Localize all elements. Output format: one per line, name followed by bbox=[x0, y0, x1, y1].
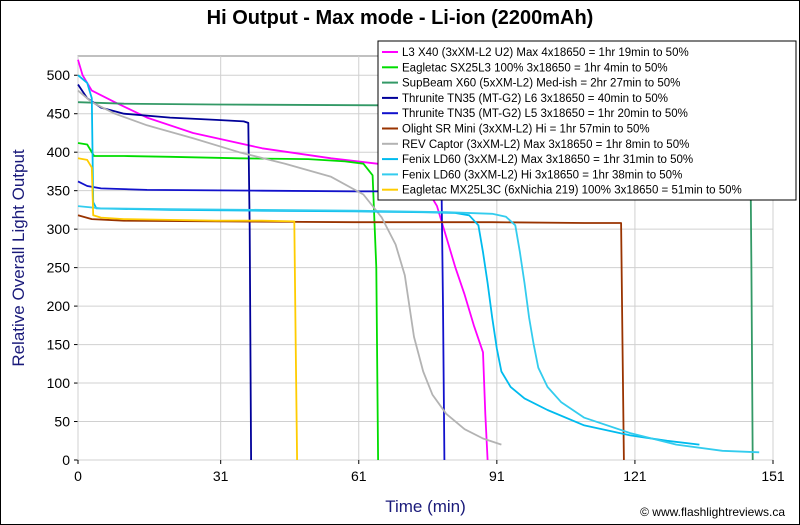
legend-entry: L3 X40 (3xXM-L2 U2) Max 4x18650 = 1hr 19… bbox=[402, 47, 689, 59]
chart-title: Hi Output - Max mode - Li-ion (2200mAh) bbox=[207, 7, 594, 29]
series-line-10 bbox=[77, 157, 298, 461]
x-tick-label: 61 bbox=[351, 468, 367, 484]
x-tick-label: 91 bbox=[489, 468, 505, 484]
x-axis-title: Time (min) bbox=[385, 497, 466, 516]
series-line-9 bbox=[77, 205, 760, 454]
y-tick-label: 150 bbox=[47, 337, 71, 353]
legend-entry: Fenix LD60 (3xXM-L2) Max 3x18650 = 1hr 3… bbox=[402, 154, 693, 166]
legend-entry: REV Captor (3xXM-L2) Max 3x18650 = 1hr 8… bbox=[402, 139, 689, 151]
legend-entry: Fenix LD60 (3xXM-L2) Hi 3x18650 = 1hr 38… bbox=[402, 169, 682, 181]
legend-entry: Eagletac MX25L3C (6xNichia 219) 100% 3x1… bbox=[402, 185, 742, 197]
series-line-6 bbox=[77, 214, 625, 461]
y-tick-label: 250 bbox=[47, 260, 71, 276]
y-tick-label: 0 bbox=[62, 452, 70, 468]
legend-entry: SupBeam X60 (5xXM-L2) Med-ish = 2hr 27mi… bbox=[402, 78, 680, 90]
x-tick-label: 151 bbox=[761, 468, 785, 484]
legend-entry: Thrunite TN35 (MT-G2) L6 3x18650 = 40min… bbox=[402, 93, 668, 105]
y-tick-label: 450 bbox=[47, 106, 71, 122]
x-tick-label: 31 bbox=[213, 468, 229, 484]
series-line-7 bbox=[77, 89, 502, 446]
legend-box bbox=[377, 40, 797, 201]
y-tick-label: 500 bbox=[47, 67, 71, 83]
credit-text: © www.flashlightreviews.ca bbox=[640, 505, 785, 519]
x-tick-label: 0 bbox=[74, 468, 82, 484]
series-line-2 bbox=[77, 142, 379, 461]
y-tick-label: 400 bbox=[47, 144, 71, 160]
legend-entry: Olight SR Mini (3xXM-L2) Hi = 1hr 57min … bbox=[402, 124, 650, 136]
y-tick-label: 100 bbox=[47, 375, 71, 391]
y-axis-title: Relative Overall Light Output bbox=[9, 149, 28, 367]
y-tick-label: 50 bbox=[54, 414, 70, 430]
series-line-5 bbox=[77, 180, 446, 461]
x-tick-label: 121 bbox=[623, 468, 647, 484]
legend-entry: Eagletac SX25L3 100% 3x18650 = 1hr 4min … bbox=[402, 62, 668, 74]
y-tick-label: 300 bbox=[47, 221, 71, 237]
legend-entry: Thrunite TN35 (MT-G2) L5 3x18650 = 1hr 2… bbox=[402, 108, 688, 120]
y-tick-label: 350 bbox=[47, 183, 71, 199]
y-tick-label: 200 bbox=[47, 298, 71, 314]
